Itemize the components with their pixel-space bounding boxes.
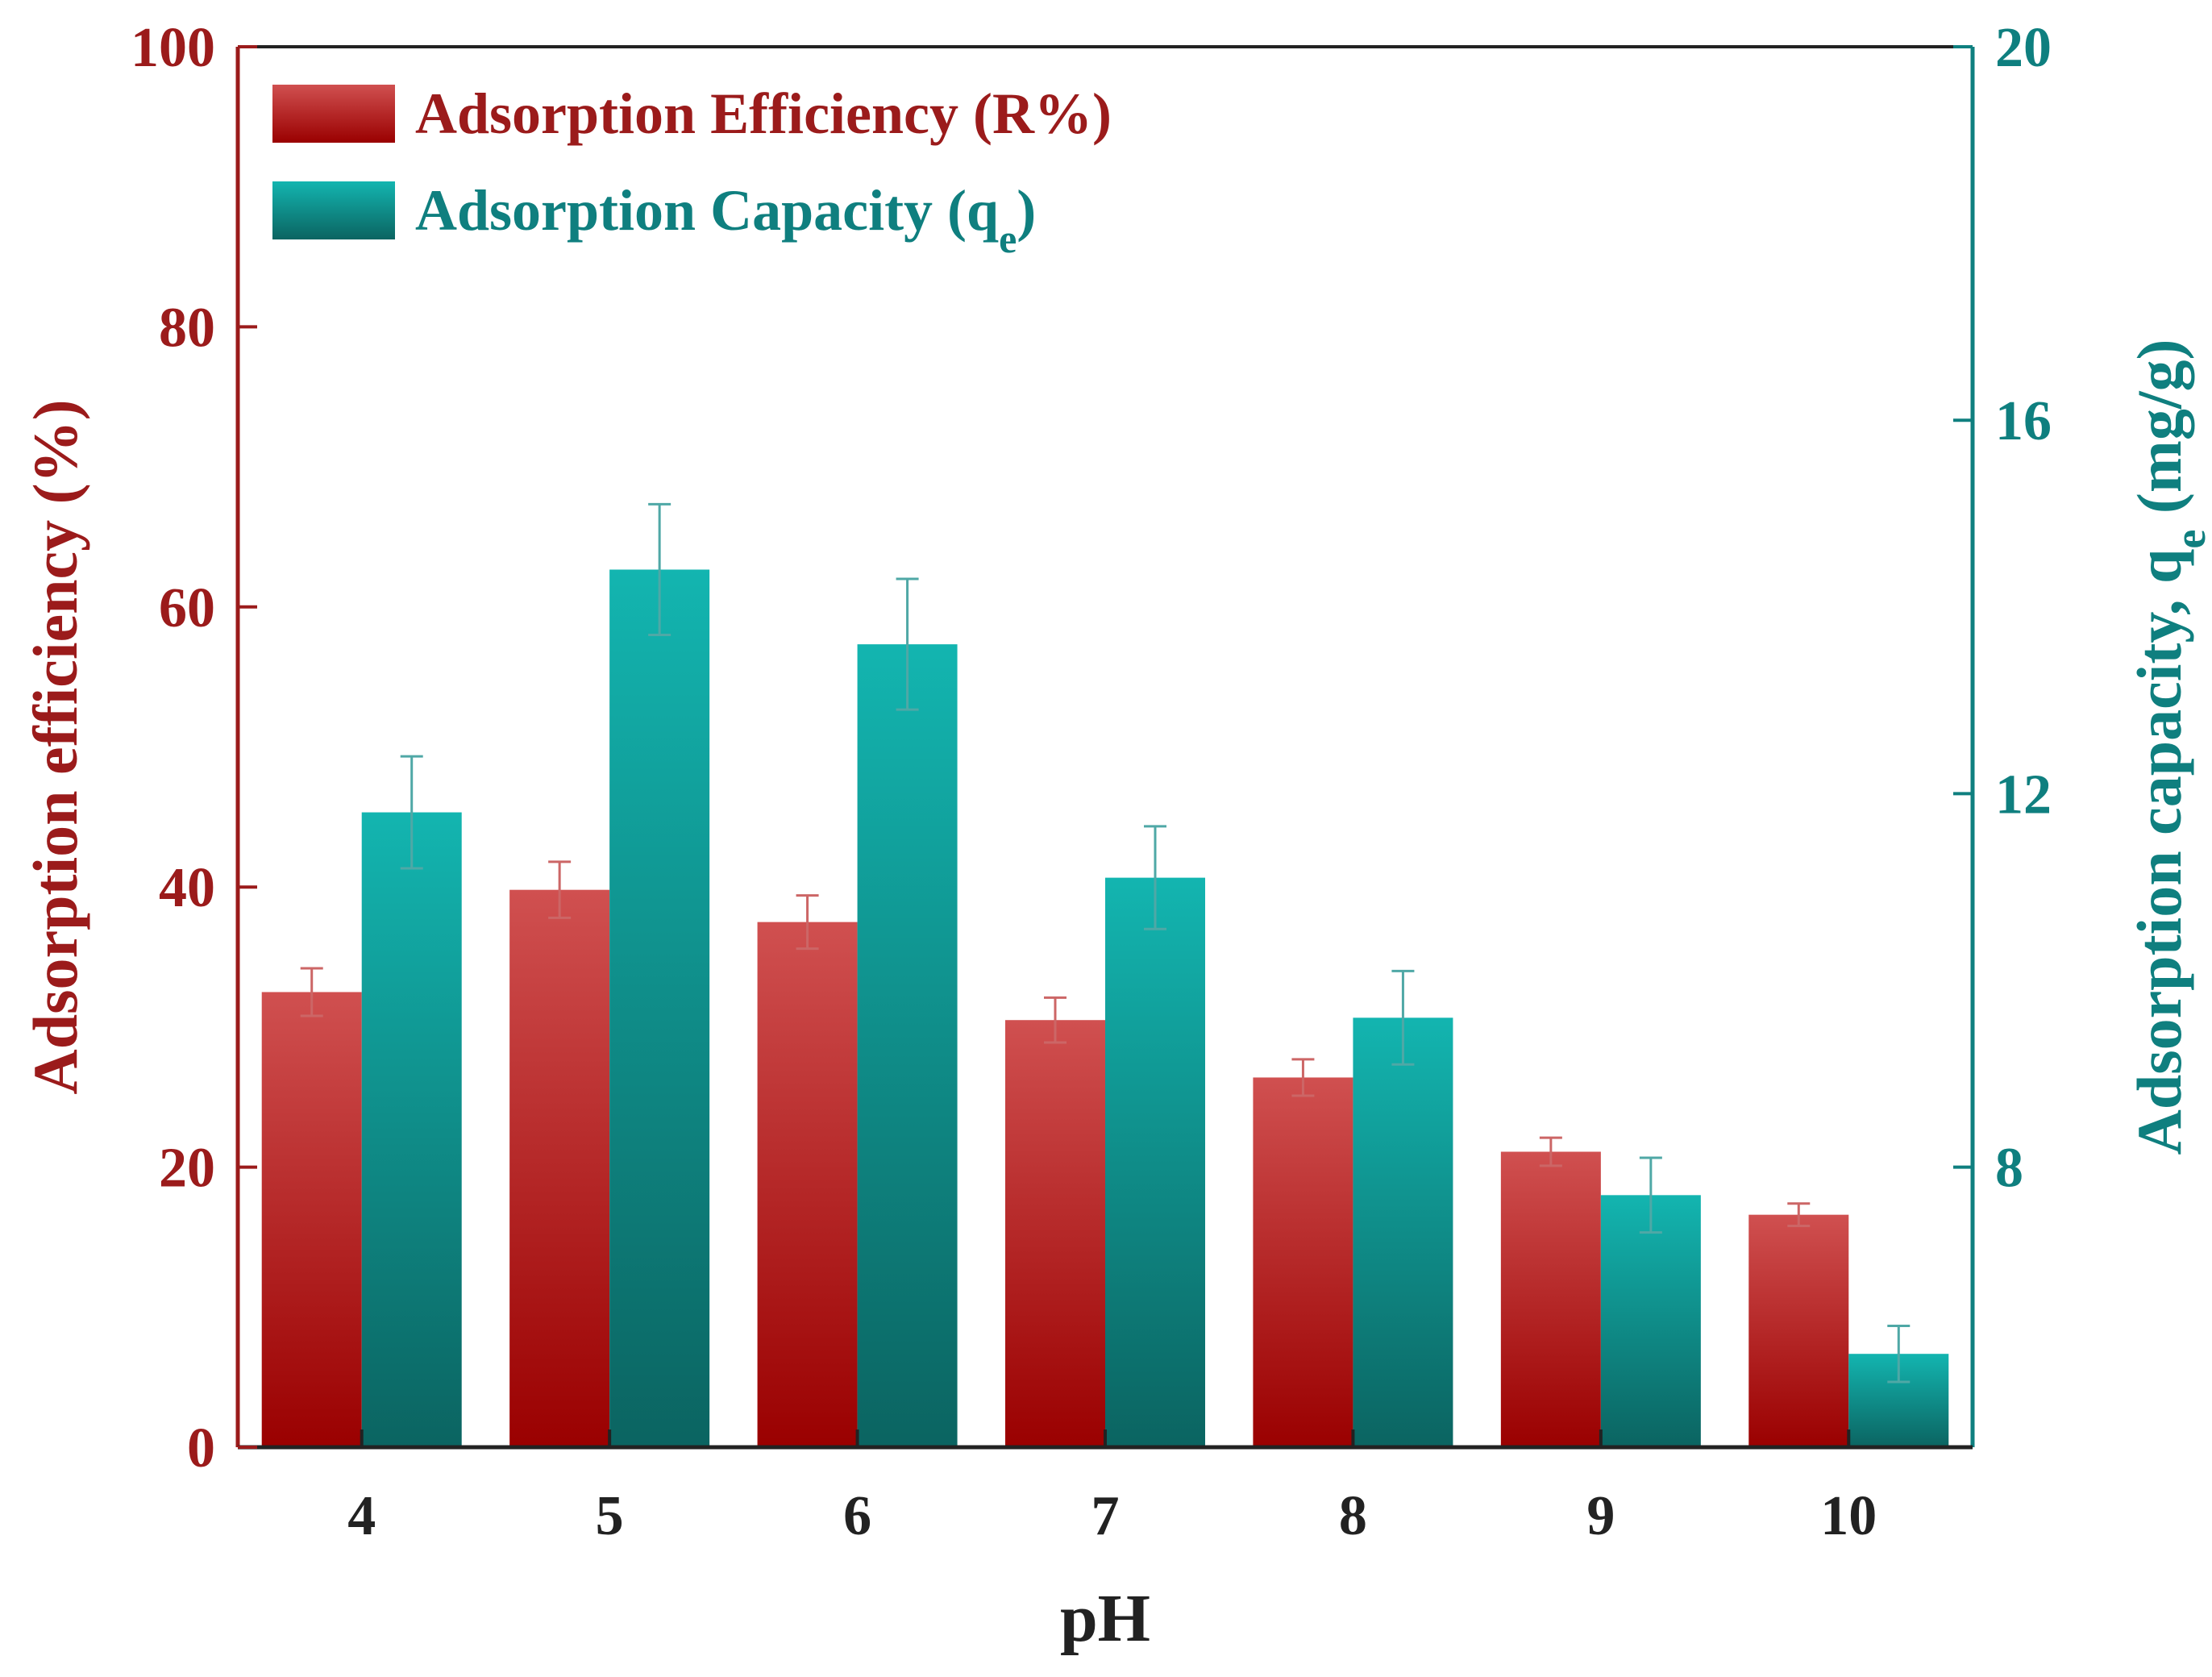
bar-efficiency-ph5 bbox=[509, 889, 610, 1447]
bar-efficiency-ph4 bbox=[261, 992, 362, 1447]
errorbar-efficiency-ph4 bbox=[300, 967, 323, 1017]
errorbar-capacity-ph7 bbox=[1144, 825, 1166, 930]
errorbar-efficiency-ph8 bbox=[1291, 1058, 1315, 1097]
legend-label: Adsorption Capacity (qe) bbox=[415, 178, 1036, 261]
errorbar-efficiency-ph6 bbox=[796, 894, 819, 951]
right-tick-label: 8 bbox=[1995, 1138, 2023, 1200]
legend-label-tail: ) bbox=[1017, 178, 1036, 243]
x-tick-label: 9 bbox=[1586, 1485, 1615, 1547]
errorbar-capacity-ph4 bbox=[400, 755, 423, 870]
x-tick-label: 4 bbox=[347, 1485, 376, 1547]
bars-group bbox=[261, 569, 1949, 1447]
errorbar-capacity-ph5 bbox=[648, 502, 672, 637]
left-tick-label: 100 bbox=[131, 17, 215, 79]
legend-swatch bbox=[272, 181, 395, 239]
bar-capacity-ph4 bbox=[361, 812, 462, 1447]
x-tick-label: 8 bbox=[1339, 1485, 1367, 1547]
right-y-label-tail: (mg/g) bbox=[2124, 339, 2194, 529]
right-tick-label: 20 bbox=[1995, 17, 2052, 79]
x-tick-label: 6 bbox=[843, 1485, 871, 1547]
errorbar-capacity-ph8 bbox=[1391, 969, 1415, 1066]
bar-efficiency-ph6 bbox=[757, 922, 858, 1447]
left-tick-label: 80 bbox=[159, 297, 215, 359]
right-tick-label: 12 bbox=[1995, 764, 2052, 826]
right-y-label-subscript: e bbox=[2166, 530, 2212, 549]
legend-swatch bbox=[272, 85, 395, 143]
bar-efficiency-ph7 bbox=[1005, 1020, 1105, 1447]
legend-label-main: Adsorption Efficiency (R%) bbox=[415, 81, 1112, 146]
bar-capacity-ph9 bbox=[1600, 1195, 1701, 1447]
errorbar-efficiency-ph9 bbox=[1539, 1136, 1562, 1167]
bar-capacity-ph6 bbox=[857, 644, 958, 1447]
bar-capacity-ph5 bbox=[609, 569, 710, 1447]
axis-labels: pH Adsorption efficiency (%) Adsorption ca… bbox=[20, 339, 2212, 1656]
legend-label-main: Adsorption Capacity (q bbox=[415, 178, 999, 243]
errorbar-capacity-ph9 bbox=[1639, 1156, 1662, 1234]
x-axis-label: pH bbox=[1060, 1581, 1150, 1656]
left-tick-label: 20 bbox=[159, 1138, 215, 1200]
left-tick-label: 40 bbox=[159, 857, 215, 919]
x-tick-label: 10 bbox=[1820, 1485, 1877, 1547]
errorbar-efficiency-ph5 bbox=[548, 860, 572, 919]
x-tick-label: 7 bbox=[1091, 1485, 1120, 1547]
left-tick-label: 0 bbox=[187, 1417, 215, 1479]
bar-efficiency-ph8 bbox=[1253, 1077, 1353, 1447]
bar-efficiency-ph10 bbox=[1748, 1214, 1849, 1447]
bar-capacity-ph7 bbox=[1105, 877, 1205, 1447]
right-tick-label: 16 bbox=[1995, 390, 2052, 452]
bar-efficiency-ph9 bbox=[1500, 1151, 1601, 1447]
error-bars-group bbox=[300, 502, 1911, 1384]
left-y-axis-label: Adsorption efficiency (%) bbox=[20, 399, 90, 1094]
x-tick-label: 5 bbox=[596, 1485, 624, 1547]
errorbar-efficiency-ph10 bbox=[1787, 1202, 1811, 1228]
errorbar-capacity-ph10 bbox=[1887, 1324, 1911, 1384]
legend-label: Adsorption Efficiency (R%) bbox=[415, 81, 1112, 146]
axes-group: 0 20 40 60 80 100 8 12 16 20 4 5 6 7 8 9 10 bbox=[131, 17, 2052, 1547]
legend-item-efficiency: Adsorption Efficiency (R%) bbox=[272, 81, 1112, 146]
errorbar-capacity-ph6 bbox=[896, 577, 919, 711]
left-tick-label: 60 bbox=[159, 577, 215, 639]
legend: Adsorption Efficiency (R%) Adsorption Cap… bbox=[272, 81, 1112, 261]
legend-label-subscript: e bbox=[999, 216, 1017, 261]
legend-item-capacity: Adsorption Capacity (qe) bbox=[272, 178, 1036, 261]
right-y-axis-label: Adsorption capacity, qe (mg/g) bbox=[2124, 339, 2212, 1155]
errorbar-efficiency-ph7 bbox=[1044, 996, 1066, 1044]
right-y-label-main: Adsorption capacity, q bbox=[2124, 549, 2194, 1155]
bar-capacity-ph8 bbox=[1353, 1017, 1453, 1447]
